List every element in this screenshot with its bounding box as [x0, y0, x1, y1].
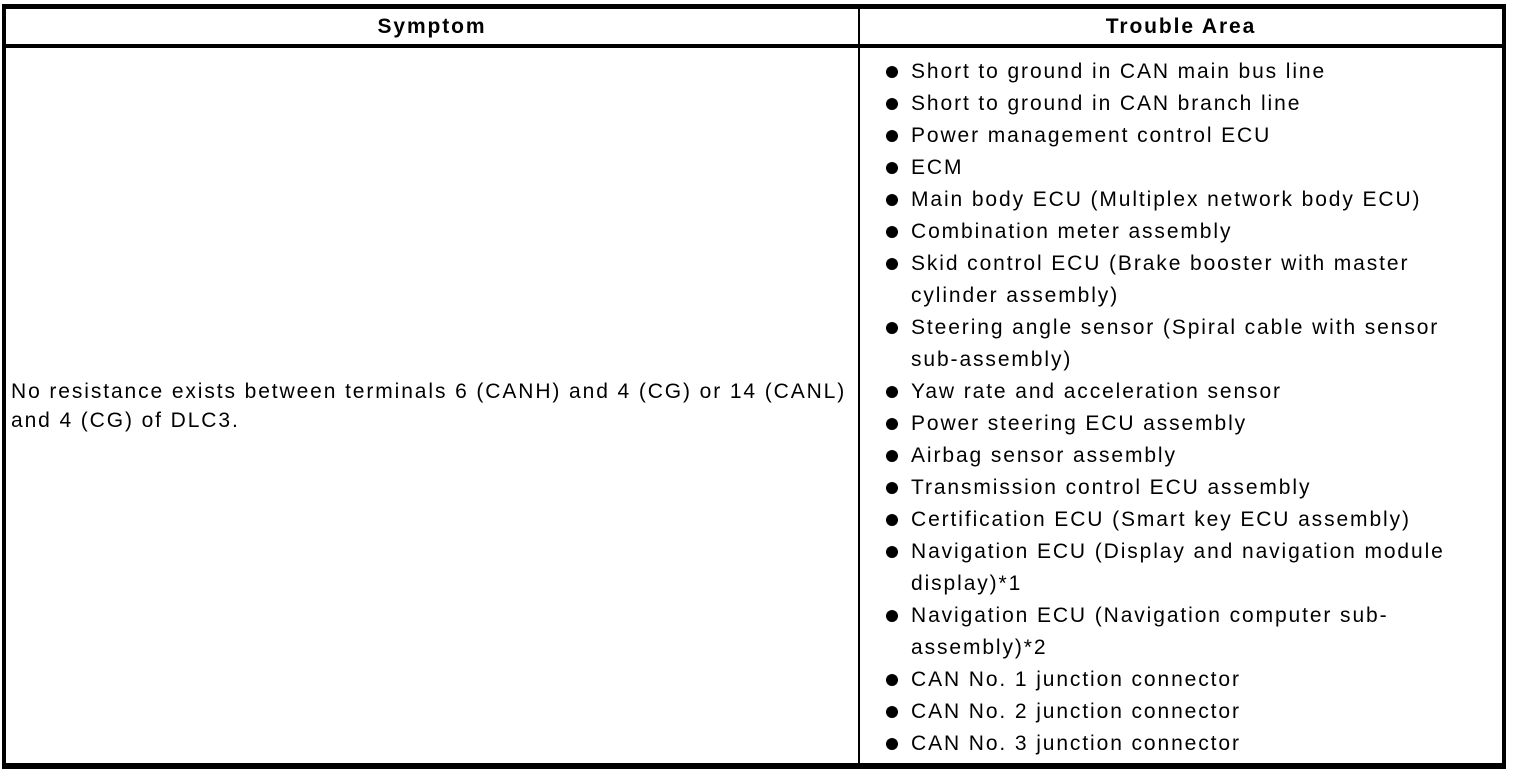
trouble-area-item-text: Transmission control ECU assembly: [911, 476, 1312, 499]
trouble-area-item-text: Yaw rate and acceleration sensor: [911, 380, 1282, 403]
bullet-icon: [886, 130, 898, 142]
trouble-area-item: CAN No. 2 junction connector: [860, 696, 1490, 728]
trouble-area-item-text: CAN No. 2 junction connector: [911, 700, 1241, 723]
bullet-icon: [886, 450, 898, 462]
bullet-icon: [886, 322, 898, 334]
bullet-icon: [886, 258, 898, 270]
trouble-area-item-text: CAN No. 1 junction connector: [911, 668, 1241, 691]
trouble-area-item: Skid control ECU (Brake booster with mas…: [860, 248, 1490, 312]
trouble-area-cell: Short to ground in CAN main bus line Shor…: [860, 48, 1502, 763]
trouble-area-item: Short to ground in CAN branch line: [860, 88, 1490, 120]
bullet-icon: [886, 66, 898, 78]
trouble-area-item: Power management control ECU: [860, 120, 1490, 152]
trouble-area-item-text: Short to ground in CAN branch line: [911, 92, 1302, 115]
trouble-area-item: Navigation ECU (Navigation computer sub-…: [860, 600, 1490, 664]
bullet-icon: [886, 98, 898, 110]
bullet-icon: [886, 386, 898, 398]
trouble-area-item-text: Combination meter assembly: [911, 220, 1233, 243]
bullet-icon: [886, 162, 898, 174]
bullet-icon: [886, 610, 898, 622]
trouble-area-item: Main body ECU (Multiplex network body EC…: [860, 184, 1490, 216]
trouble-area-item-text: Short to ground in CAN main bus line: [911, 60, 1327, 83]
trouble-area-item: CAN No. 3 junction connector: [860, 728, 1490, 760]
bullet-icon: [886, 418, 898, 430]
bullet-icon: [886, 546, 898, 558]
trouble-area-item: Combination meter assembly: [860, 216, 1490, 248]
trouble-area-item: ECM: [860, 152, 1490, 184]
table-header-row: Symptom Trouble Area: [6, 9, 1502, 48]
trouble-area-item: Navigation ECU (Display and navigation m…: [860, 536, 1490, 600]
column-header-symptom: Symptom: [6, 9, 860, 44]
trouble-area-item-text: Power management control ECU: [911, 124, 1272, 147]
bullet-icon: [886, 226, 898, 238]
trouble-area-item: CAN No. 1 junction connector: [860, 664, 1490, 696]
symptom-text: No resistance exists between terminals 6…: [11, 379, 847, 432]
trouble-area-item: Power steering ECU assembly: [860, 408, 1490, 440]
trouble-area-item-text: Airbag sensor assembly: [911, 444, 1177, 467]
trouble-area-item-text: Steering angle sensor (Spiral cable with…: [911, 316, 1440, 371]
bullet-icon: [886, 194, 898, 206]
trouble-area-item-text: ECM: [911, 156, 964, 179]
trouble-area-item-text: Main body ECU (Multiplex network body EC…: [911, 188, 1422, 211]
bullet-icon: [886, 674, 898, 686]
symptom-cell: No resistance exists between terminals 6…: [6, 48, 860, 763]
trouble-area-item: Certification ECU (Smart key ECU assembl…: [860, 504, 1490, 536]
column-header-trouble-area: Trouble Area: [1105, 14, 1257, 38]
trouble-area-item: Steering angle sensor (Spiral cable with…: [860, 312, 1490, 376]
bullet-icon: [886, 738, 898, 750]
trouble-area-item-text: Navigation ECU (Navigation computer sub-…: [911, 604, 1389, 659]
table-body-row: No resistance exists between terminals 6…: [6, 48, 1502, 763]
trouble-area-item-text: Power steering ECU assembly: [911, 412, 1248, 435]
bullet-icon: [886, 482, 898, 494]
trouble-area-item: Airbag sensor assembly: [860, 440, 1490, 472]
trouble-area-item: Yaw rate and acceleration sensor: [860, 376, 1490, 408]
trouble-area-item-text: CAN No. 3 junction connector: [911, 732, 1241, 755]
symptom-trouble-area-table: Symptom Trouble Area No resistance exist…: [2, 4, 1506, 769]
trouble-area-item-text: Skid control ECU (Brake booster with mas…: [911, 252, 1410, 307]
bullet-icon: [886, 514, 898, 526]
bullet-icon: [886, 706, 898, 718]
trouble-area-item-text: Certification ECU (Smart key ECU assembl…: [911, 508, 1411, 531]
trouble-area-list: Short to ground in CAN main bus line Shor…: [860, 56, 1490, 760]
trouble-area-item-text: Navigation ECU (Display and navigation m…: [911, 540, 1445, 595]
trouble-area-item: Transmission control ECU assembly: [860, 472, 1490, 504]
trouble-area-item: Short to ground in CAN main bus line: [860, 56, 1490, 88]
